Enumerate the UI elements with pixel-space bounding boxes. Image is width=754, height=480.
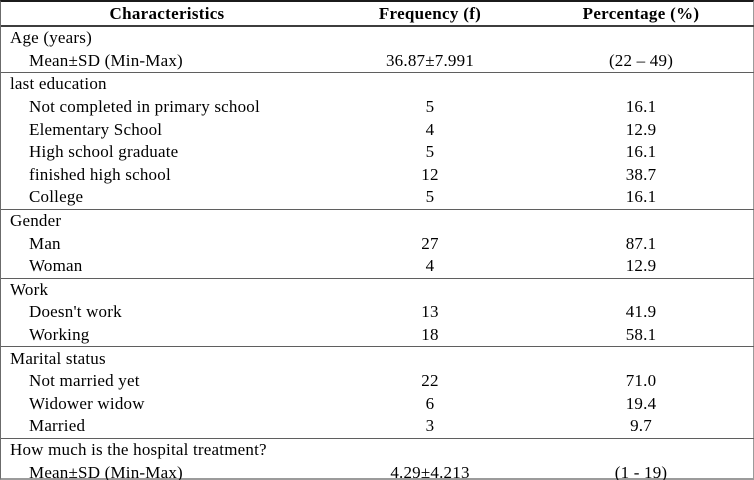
cell-frequency: 22 bbox=[421, 371, 439, 391]
section-header-row: Gender bbox=[1, 209, 754, 232]
cell-percentage: 16.1 bbox=[625, 187, 657, 207]
section-header-label: Age (years) bbox=[10, 28, 92, 48]
column-header-percentage: Percentage (%) bbox=[527, 2, 754, 27]
cell-frequency: 5 bbox=[425, 142, 435, 162]
cell-characteristic: High school graduate bbox=[29, 142, 179, 162]
section-header-label: Marital status bbox=[10, 348, 106, 368]
table-row: Mean±SD (Min-Max) 36.87±7.991 (22 – 49) bbox=[1, 50, 754, 73]
header-row: Characteristics Frequency (f) Percentage… bbox=[1, 2, 754, 27]
section-header-label: Gender bbox=[10, 211, 62, 231]
table-header: Characteristics Frequency (f) Percentage… bbox=[1, 2, 754, 27]
cell-characteristic: Widower widow bbox=[29, 393, 145, 413]
cell-percentage: 12.9 bbox=[625, 119, 657, 139]
cell-percentage: 87.1 bbox=[625, 233, 657, 253]
table-row: Woman 4 12.9 bbox=[1, 255, 754, 278]
cell-percentage: (1 - 19) bbox=[614, 462, 668, 480]
cell-percentage: 9.7 bbox=[630, 416, 652, 436]
section-header-label: last education bbox=[10, 74, 107, 94]
column-header-characteristics: Characteristics bbox=[1, 2, 333, 27]
table-row: Man 27 87.1 bbox=[1, 232, 754, 255]
cell-characteristic: Married bbox=[29, 416, 86, 436]
cell-frequency: 5 bbox=[425, 187, 435, 207]
cell-characteristic: College bbox=[29, 187, 84, 207]
cell-frequency: 12 bbox=[421, 164, 439, 184]
cell-characteristic: Mean±SD (Min-Max) bbox=[29, 462, 183, 480]
cell-frequency: 4.29±4.213 bbox=[390, 462, 470, 480]
cell-characteristic: finished high school bbox=[29, 164, 171, 184]
cell-percentage: 58.1 bbox=[625, 325, 657, 345]
cell-frequency: 13 bbox=[421, 302, 439, 322]
table-row: Elementary School 4 12.9 bbox=[1, 118, 754, 141]
cell-frequency: 6 bbox=[425, 393, 435, 413]
section-header-row: Age (years) bbox=[1, 26, 754, 50]
table-row: Not married yet 22 71.0 bbox=[1, 370, 754, 393]
cell-frequency: 27 bbox=[421, 233, 439, 253]
table-row: College 5 16.1 bbox=[1, 186, 754, 209]
cell-percentage: 12.9 bbox=[625, 256, 657, 276]
table-row: Not completed in primary school 5 16.1 bbox=[1, 96, 754, 119]
cell-percentage: 38.7 bbox=[625, 164, 657, 184]
section-header-row: How much is the hospital treatment? bbox=[1, 438, 754, 461]
section-header-row: last education bbox=[1, 72, 754, 96]
cell-characteristic: Not completed in primary school bbox=[29, 97, 260, 117]
cell-percentage: 16.1 bbox=[625, 97, 657, 117]
cell-frequency: 4 bbox=[425, 256, 435, 276]
cell-characteristic: Woman bbox=[29, 256, 83, 276]
cell-characteristic: Man bbox=[29, 233, 61, 253]
cell-frequency: 5 bbox=[425, 97, 435, 117]
cell-percentage: 41.9 bbox=[625, 302, 657, 322]
table-body: Age (years) Mean±SD (Min-Max) 36.87±7.991(… bbox=[1, 26, 754, 480]
table-row: Widower widow 6 19.4 bbox=[1, 393, 754, 416]
table-row: Married 3 9.7 bbox=[1, 415, 754, 438]
cell-characteristic: Mean±SD (Min-Max) bbox=[29, 50, 183, 70]
cell-characteristic: Doesn't work bbox=[29, 302, 122, 322]
cell-characteristic: Not married yet bbox=[29, 371, 140, 391]
cell-frequency: 18 bbox=[421, 325, 439, 345]
table-row: Mean±SD (Min-Max) 4.29±4.213 (1 - 19) bbox=[1, 461, 754, 480]
cell-characteristic: Working bbox=[29, 325, 90, 345]
cell-percentage: 16.1 bbox=[625, 142, 657, 162]
section-header-label: How much is the hospital treatment? bbox=[10, 439, 267, 459]
section-header-label: Work bbox=[10, 279, 49, 299]
column-header-frequency: Frequency (f) bbox=[333, 2, 527, 27]
cell-frequency: 4 bbox=[425, 119, 435, 139]
table-row: finished high school 12 38.7 bbox=[1, 164, 754, 187]
cell-percentage: 71.0 bbox=[625, 371, 657, 391]
cell-percentage: (22 – 49) bbox=[608, 50, 674, 70]
section-header-row: Marital status bbox=[1, 346, 754, 370]
section-header-row: Work bbox=[1, 278, 754, 301]
cell-frequency: 36.87±7.991 bbox=[385, 50, 475, 70]
table-row: Doesn't work 13 41.9 bbox=[1, 301, 754, 324]
table-row: Working 18 58.1 bbox=[1, 324, 754, 347]
cell-frequency: 3 bbox=[425, 416, 435, 436]
cell-percentage: 19.4 bbox=[625, 393, 657, 413]
table-row: High school graduate 5 16.1 bbox=[1, 141, 754, 164]
cell-characteristic: Elementary School bbox=[29, 119, 163, 139]
